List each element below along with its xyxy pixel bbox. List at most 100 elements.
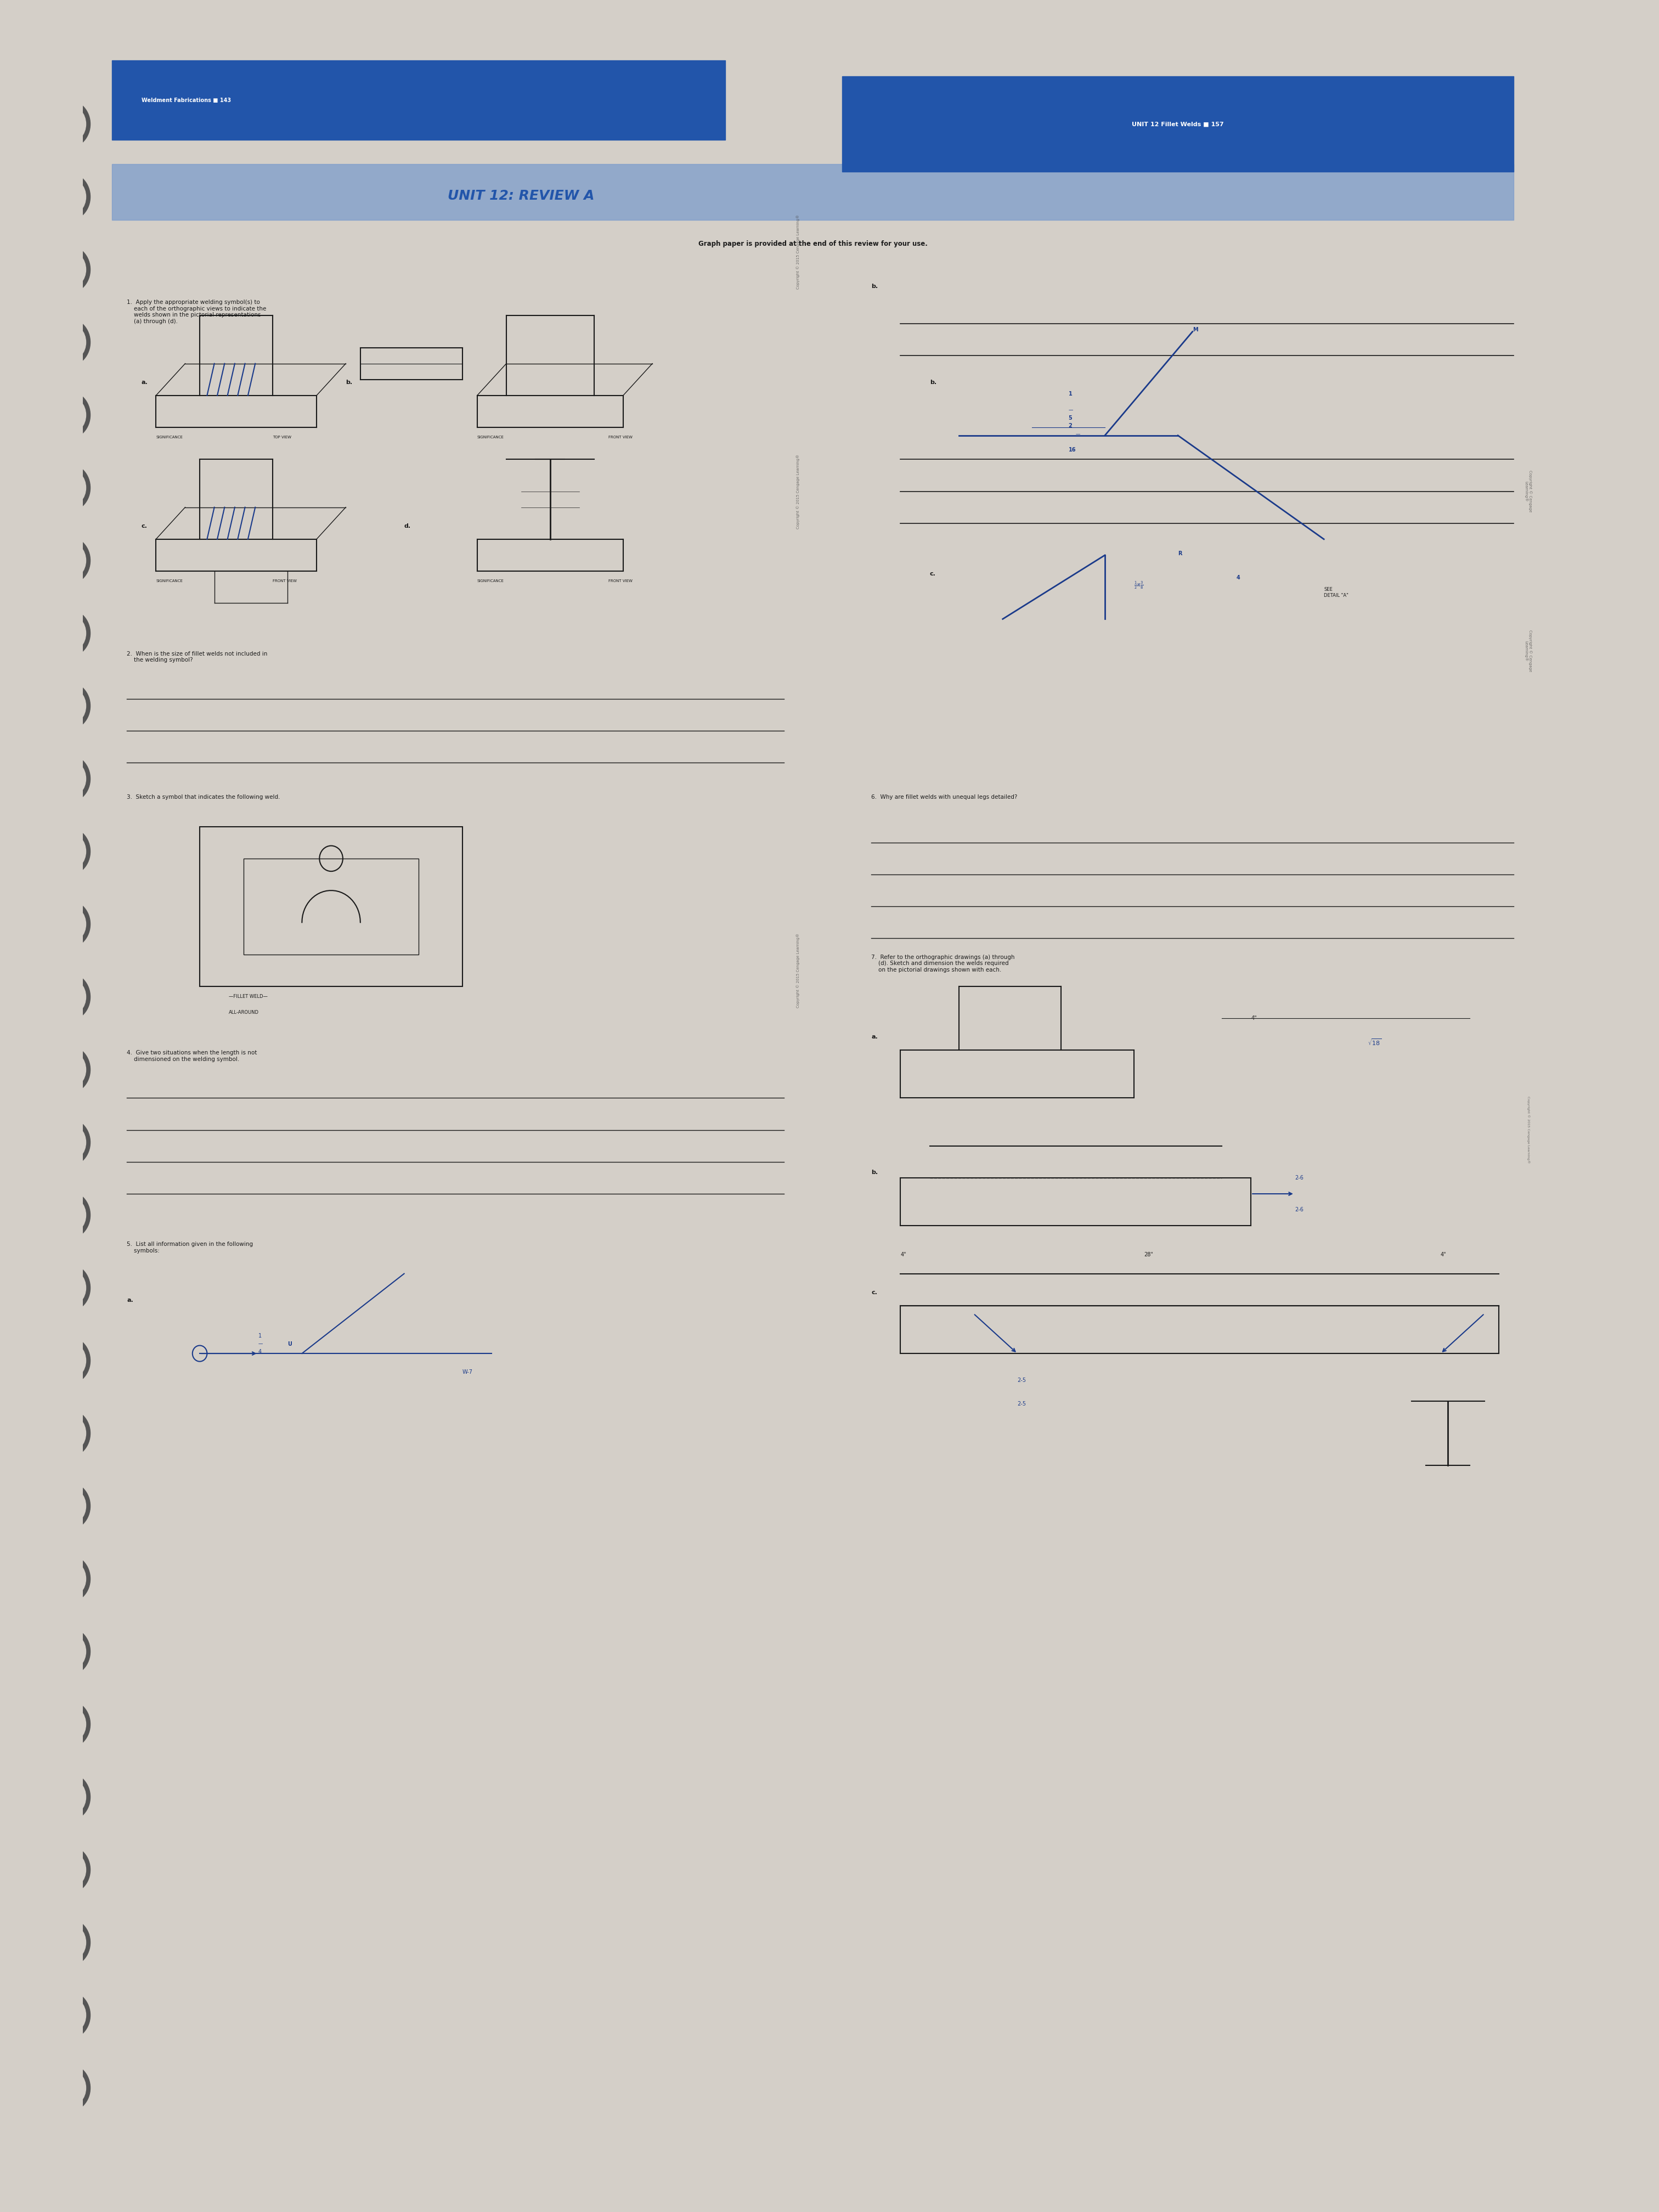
Circle shape [51,177,86,217]
Circle shape [46,100,90,148]
Text: b.: b. [929,380,936,385]
Text: R: R [1178,551,1181,555]
Text: b.: b. [871,1170,878,1175]
Text: SIGNIFICANCE: SIGNIFICANCE [156,580,182,582]
Circle shape [46,173,90,221]
Circle shape [51,1270,86,1307]
Bar [199,827,463,987]
Text: SEE
DETAIL "A": SEE DETAIL "A" [1324,586,1349,597]
Circle shape [46,1409,90,1458]
Text: SIGNIFICANCE: SIGNIFICANCE [478,580,504,582]
Text: U: U [287,1340,292,1347]
Text: ALL-AROUND: ALL-AROUND [229,1011,259,1015]
Text: TOP VIEW: TOP VIEW [272,436,292,438]
Text: 4.  Give two situations when the length is not
    dimensioned on the welding sy: 4. Give two situations when the length i… [126,1051,257,1062]
Circle shape [46,1701,90,1747]
Circle shape [51,905,86,942]
Text: 6.  Why are fillet welds with unequal legs detailed?: 6. Why are fillet welds with unequal leg… [871,794,1017,801]
Circle shape [46,319,90,367]
Circle shape [51,1851,86,1889]
Text: a.: a. [871,1035,878,1040]
Text: 16: 16 [1068,447,1075,453]
Circle shape [51,1340,86,1380]
Circle shape [46,1845,90,1893]
Bar [244,858,418,953]
Circle shape [46,2064,90,2112]
Text: b.: b. [871,283,878,290]
Text: Graph paper is provided at the end of this review for your use.: Graph paper is provided at the end of th… [698,241,927,248]
Circle shape [51,1778,86,1816]
Text: 1: 1 [259,1334,262,1338]
Text: Copyright © 2015 Cengage Learning®: Copyright © 2015 Cengage Learning® [796,215,800,290]
Circle shape [51,323,86,361]
Circle shape [51,1051,86,1088]
Circle shape [51,1559,86,1597]
Text: —: — [1075,431,1080,436]
Text: 1.  Apply the appropriate welding symbol(s) to
    each of the orthographic view: 1. Apply the appropriate welding symbol(… [126,299,267,325]
Circle shape [46,608,90,657]
Circle shape [46,1119,90,1166]
Text: 4: 4 [259,1349,262,1354]
Bar [843,75,1513,173]
Circle shape [46,1046,90,1093]
Text: Copyright © 2015 Cengage Learning®: Copyright © 2015 Cengage Learning® [796,453,800,529]
Text: a.: a. [141,380,148,385]
Text: —FILLET WELD—: —FILLET WELD— [229,993,267,1000]
Circle shape [46,681,90,730]
Text: c.: c. [871,1290,878,1294]
Circle shape [51,832,86,872]
Circle shape [46,1774,90,1820]
Circle shape [51,1705,86,1743]
Circle shape [46,465,90,511]
Circle shape [51,2068,86,2108]
Circle shape [51,542,86,580]
Circle shape [51,615,86,653]
Circle shape [46,754,90,803]
Circle shape [51,1124,86,1161]
Circle shape [46,1336,90,1385]
Circle shape [51,1486,86,1526]
Circle shape [51,1413,86,1453]
Text: —: — [259,1343,262,1347]
Text: Copyright © 2015 Cengage Learning®: Copyright © 2015 Cengage Learning® [1526,1097,1530,1164]
Text: c.: c. [141,524,148,529]
Circle shape [46,1482,90,1531]
Circle shape [46,1918,90,1966]
Text: 4": 4" [1251,1015,1258,1022]
Text: 2-6: 2-6 [1294,1208,1304,1212]
Text: UNIT 12: REVIEW A: UNIT 12: REVIEW A [448,190,594,204]
Circle shape [46,1555,90,1604]
Circle shape [46,538,90,584]
Text: 2-5: 2-5 [1017,1402,1025,1407]
Circle shape [46,827,90,876]
Circle shape [51,250,86,290]
Circle shape [51,1922,86,1962]
Text: Weldment Fabrications ■ 143: Weldment Fabrications ■ 143 [141,97,231,104]
Text: 4: 4 [1236,575,1239,580]
Text: FRONT VIEW: FRONT VIEW [609,580,632,582]
Text: 28": 28" [1145,1252,1153,1259]
Text: 5: 5 [1068,416,1072,420]
Text: b.: b. [345,380,352,385]
Text: 5.  List all information given in the following
    symbols:: 5. List all information given in the fol… [126,1241,252,1254]
Circle shape [51,759,86,799]
Bar [113,60,725,139]
Text: a.: a. [126,1298,133,1303]
Text: 2-6: 2-6 [1294,1175,1304,1181]
Text: 2-5: 2-5 [1017,1378,1025,1383]
Circle shape [51,469,86,507]
Text: 2.  When is the size of fillet welds not included in
    the welding symbol?: 2. When is the size of fillet welds not … [126,650,267,664]
Circle shape [51,104,86,144]
Text: 4": 4" [1440,1252,1447,1259]
Circle shape [51,1632,86,1670]
Circle shape [51,978,86,1015]
Circle shape [46,1190,90,1239]
Text: —: — [1068,407,1073,414]
Circle shape [46,1628,90,1674]
Text: UNIT 12 Fillet Welds ■ 157: UNIT 12 Fillet Welds ■ 157 [1131,122,1224,126]
Text: FRONT VIEW: FRONT VIEW [609,436,632,438]
Text: 3.  Sketch a symbol that indicates the following weld.: 3. Sketch a symbol that indicates the fo… [126,794,280,801]
Text: FRONT VIEW: FRONT VIEW [272,580,297,582]
Circle shape [51,1995,86,2035]
Text: M: M [1193,327,1198,332]
